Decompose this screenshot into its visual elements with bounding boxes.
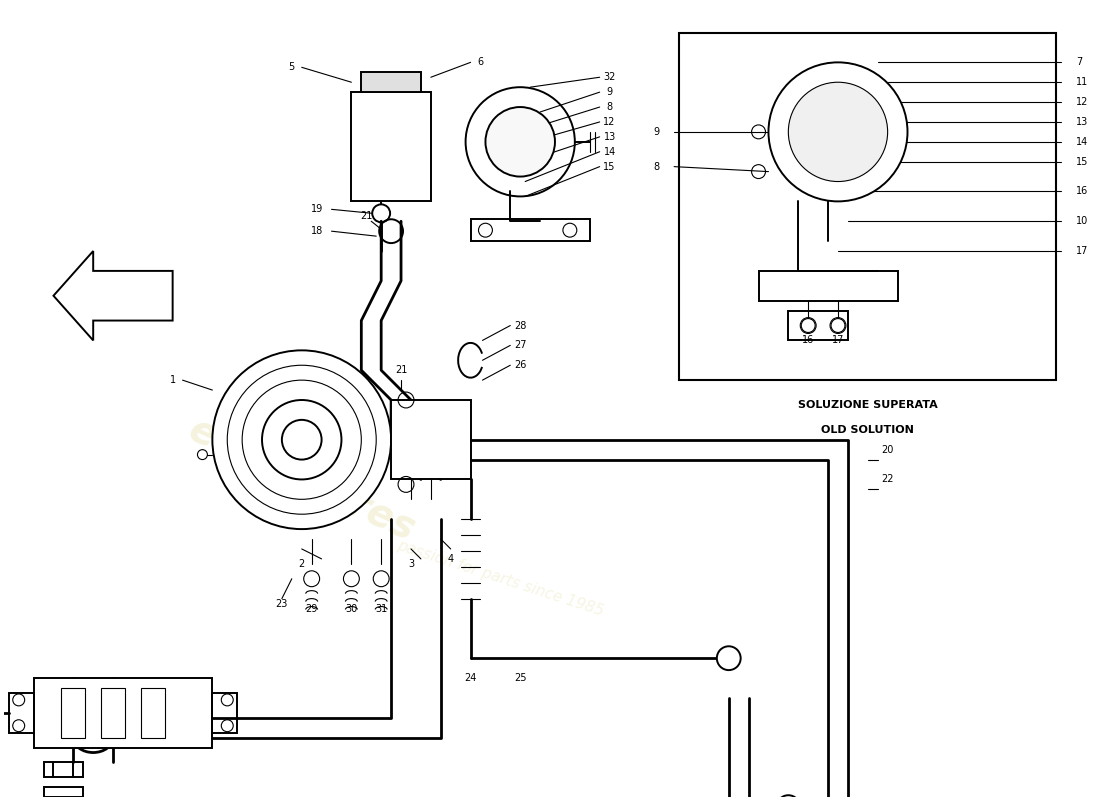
Text: 28: 28 bbox=[514, 321, 527, 330]
Bar bbox=[392, 400, 471, 479]
Text: 15: 15 bbox=[604, 162, 616, 172]
Text: 12: 12 bbox=[604, 117, 616, 127]
Text: 2: 2 bbox=[298, 559, 305, 569]
Circle shape bbox=[282, 420, 321, 459]
Text: passion for parts since 1985: passion for parts since 1985 bbox=[395, 538, 606, 619]
Text: 12: 12 bbox=[1076, 97, 1089, 107]
Circle shape bbox=[789, 82, 888, 182]
Text: 17: 17 bbox=[1076, 246, 1089, 256]
Circle shape bbox=[485, 107, 556, 177]
Text: 8: 8 bbox=[606, 102, 613, 112]
Text: 21: 21 bbox=[395, 366, 407, 375]
Text: 19: 19 bbox=[310, 204, 322, 214]
Text: 30: 30 bbox=[345, 603, 358, 614]
Text: 26: 26 bbox=[514, 360, 527, 370]
Bar bbox=[141, 688, 165, 738]
Text: 16: 16 bbox=[802, 335, 814, 346]
Circle shape bbox=[717, 646, 740, 670]
Text: 14: 14 bbox=[1076, 137, 1089, 147]
Text: OLD SOLUTION: OLD SOLUTION bbox=[822, 425, 914, 434]
Bar bbox=[361, 72, 421, 92]
Text: 8: 8 bbox=[653, 162, 659, 172]
Circle shape bbox=[212, 350, 392, 529]
Text: 13: 13 bbox=[604, 132, 616, 142]
Text: 18: 18 bbox=[310, 226, 322, 236]
Text: eurospares: eurospares bbox=[183, 410, 421, 549]
Text: 22: 22 bbox=[881, 474, 894, 485]
Text: 21: 21 bbox=[360, 211, 373, 222]
Bar bbox=[44, 762, 84, 778]
Text: 29: 29 bbox=[306, 603, 318, 614]
Text: 11: 11 bbox=[1076, 78, 1089, 87]
Text: 25: 25 bbox=[514, 673, 527, 683]
Bar bbox=[789, 310, 848, 341]
Text: 9: 9 bbox=[606, 87, 613, 97]
Text: 23: 23 bbox=[276, 598, 288, 609]
Bar bbox=[679, 33, 1056, 380]
Text: 31: 31 bbox=[375, 603, 387, 614]
Text: 27: 27 bbox=[514, 340, 527, 350]
Text: 14: 14 bbox=[604, 146, 616, 157]
Text: 15: 15 bbox=[1076, 157, 1089, 166]
Text: 10: 10 bbox=[1076, 216, 1089, 226]
Bar bbox=[471, 219, 590, 241]
Text: 6: 6 bbox=[477, 58, 484, 67]
Text: 32: 32 bbox=[604, 72, 616, 82]
Text: 20: 20 bbox=[881, 445, 894, 454]
Text: 1: 1 bbox=[169, 375, 176, 385]
Bar bbox=[351, 92, 431, 202]
Bar bbox=[34, 678, 212, 747]
Text: 9: 9 bbox=[653, 127, 659, 137]
Text: SOLUZIONE SUPERATA: SOLUZIONE SUPERATA bbox=[798, 400, 937, 410]
Bar bbox=[62, 688, 86, 738]
Bar bbox=[101, 688, 125, 738]
Bar bbox=[44, 787, 84, 798]
Circle shape bbox=[262, 400, 341, 479]
Bar bbox=[759, 271, 898, 301]
Text: 4: 4 bbox=[448, 554, 454, 564]
Text: 24: 24 bbox=[464, 673, 476, 683]
Text: 16: 16 bbox=[1076, 186, 1089, 197]
Text: 5: 5 bbox=[288, 62, 295, 72]
Bar bbox=[212, 693, 238, 733]
Bar bbox=[9, 693, 34, 733]
Circle shape bbox=[769, 62, 908, 202]
Text: 17: 17 bbox=[832, 335, 844, 346]
Text: 13: 13 bbox=[1076, 117, 1089, 127]
Text: 7: 7 bbox=[1076, 58, 1082, 67]
Text: 3: 3 bbox=[408, 559, 414, 569]
Circle shape bbox=[777, 795, 800, 800]
